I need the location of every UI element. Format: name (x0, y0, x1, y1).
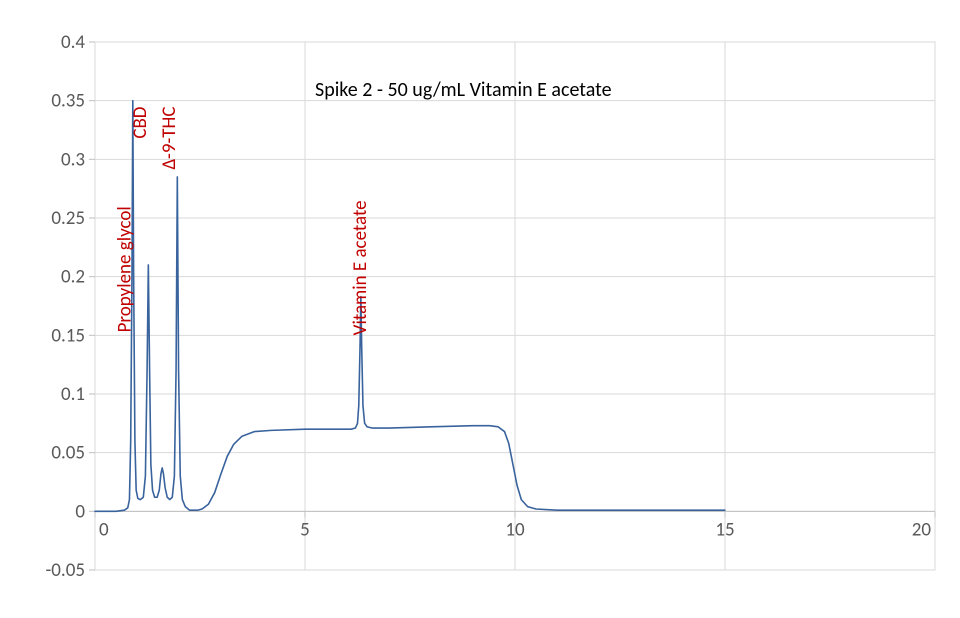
y-tick-label: 0.2 (61, 266, 85, 289)
y-tick-label: 0.4 (61, 31, 85, 54)
x-tick-label: 5 (300, 518, 310, 541)
x-tick-label: 0 (99, 518, 109, 541)
x-tick-label: 20 (912, 518, 932, 541)
y-tick-label: -0.05 (45, 559, 85, 582)
y-tick-label: 0.35 (51, 90, 85, 113)
peak-label: Propylene glycol (114, 206, 137, 332)
y-tick-label: 0 (75, 500, 85, 523)
y-tick-label: 0.3 (61, 148, 85, 171)
x-tick-label: 10 (505, 518, 525, 541)
x-tick-label: 15 (715, 518, 734, 541)
y-tick-label: 0.1 (61, 383, 85, 406)
chromatogram-chart: -0.05 0 0.05 0.1 0.15 0.2 0.25 0.3 0.35 0.4 0 5 10 15… (0, 0, 960, 618)
y-tick-label: 0.15 (51, 324, 85, 347)
peak-label: CBD (129, 106, 152, 138)
y-tick-label: 0.25 (51, 207, 85, 230)
y-tick-label: 0.05 (51, 442, 85, 465)
chart-title: Spike 2 - 50 ug/mL Vitamin E acetate (315, 78, 612, 102)
peak-label: Δ-9-THC (158, 107, 181, 170)
peak-label: Vitamin E acetate (349, 200, 372, 335)
chart-svg: -0.05 0 0.05 0.1 0.15 0.2 0.25 0.3 0.35 0.4 0 5 10 15… (0, 0, 960, 618)
